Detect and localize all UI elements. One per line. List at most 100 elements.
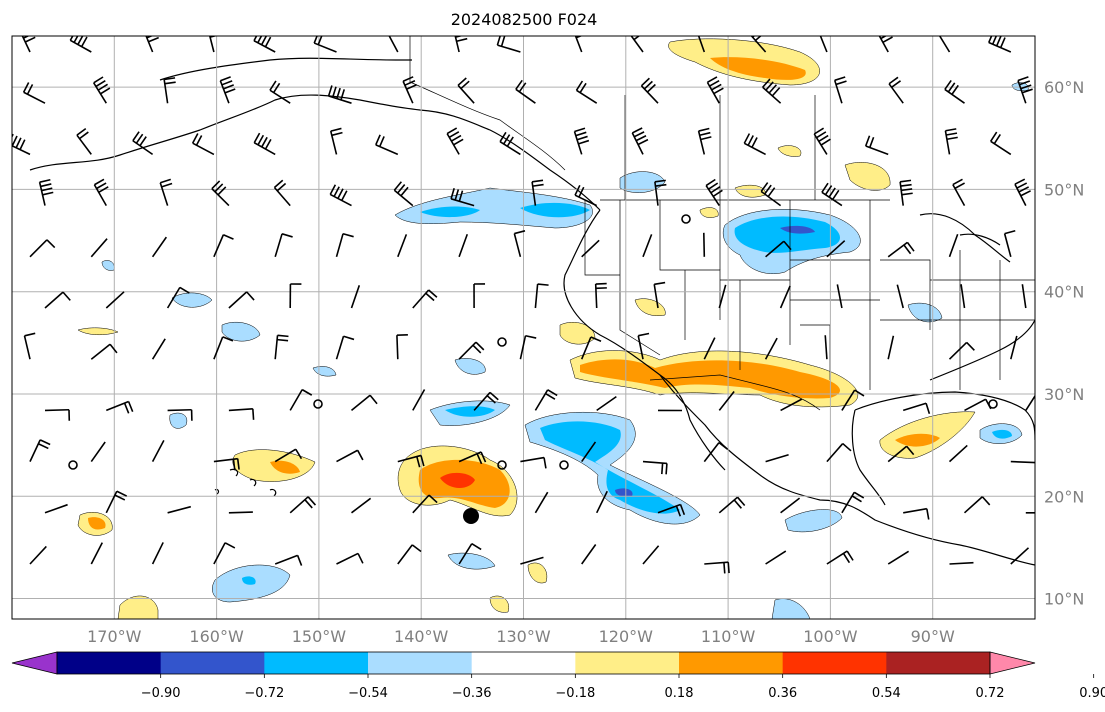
wind-barb: [105, 490, 128, 514]
wind-barb: [762, 78, 782, 104]
negative-anomaly-core: [734, 216, 840, 253]
colorbar-tick-label: 0.54: [872, 686, 901, 701]
negative-anomaly-peak: [615, 488, 633, 497]
wind-barb: [780, 398, 803, 412]
wind-barb: [132, 131, 154, 156]
wind-barb: [274, 334, 289, 360]
wind-barb: [274, 554, 303, 566]
lon-tick-label: 150°W: [292, 627, 347, 646]
wind-barb: [289, 496, 317, 514]
wind-barb: [718, 496, 746, 514]
wind-barb: [887, 241, 915, 258]
wind-barb: [38, 178, 54, 206]
wind-barb: [335, 335, 355, 360]
wind-barb: [697, 127, 712, 155]
wind-barb: [208, 36, 218, 53]
wind-barb: [878, 36, 893, 53]
wind-barb: [581, 239, 600, 258]
wind-barb: [274, 233, 293, 258]
wind-barb: [213, 234, 234, 258]
negative-anomaly-region: [447, 552, 496, 570]
positive-anomaly-peak: [440, 472, 475, 488]
wind-barb: [944, 128, 958, 155]
lon-tick-label: 170°W: [87, 627, 142, 646]
wind-barb: [841, 389, 865, 411]
wind-barb: [887, 445, 915, 463]
positive-anomaly-region: [777, 145, 802, 157]
colorbar-segment: [782, 652, 887, 674]
colorbar-extend-low: [11, 651, 58, 675]
wind-barb: [520, 456, 547, 469]
wind-barb: [44, 291, 71, 309]
negative-anomaly-core: [540, 421, 680, 514]
wind-barb: [653, 281, 666, 309]
wind-barb: [888, 76, 904, 104]
wind-barb: [575, 80, 598, 104]
positive-anomaly-region: [117, 595, 159, 619]
wind-barb: [29, 439, 51, 462]
wind-barb: [166, 286, 190, 309]
positive-anomaly-core: [895, 433, 940, 447]
wind-barb: [253, 36, 276, 53]
colorbar-tick-label: −0.90: [141, 686, 181, 701]
wind-barb: [167, 505, 192, 514]
wind-barb: [760, 182, 782, 207]
colorbar-segment: [368, 652, 473, 674]
wind-barb: [949, 561, 974, 565]
colorbar-segment: [57, 652, 162, 674]
wind-barb: [163, 77, 176, 104]
wind-barb: [534, 283, 549, 309]
wind-barb: [329, 184, 352, 207]
colorbar-extend-high: [989, 651, 1036, 675]
colorbar-outline: [56, 651, 991, 675]
wind-barb: [990, 131, 1012, 156]
wind-barb: [902, 402, 931, 415]
positive-anomaly-core: [270, 460, 300, 474]
negative-anomaly-region: [784, 509, 843, 533]
wind-barb: [887, 550, 910, 565]
wind-barb: [90, 343, 118, 360]
wind-barb: [350, 285, 361, 309]
wind-barb: [29, 545, 47, 565]
wind-barb: [12, 133, 31, 156]
wind-barb: [836, 284, 843, 309]
wind-barb: [397, 454, 425, 468]
wind-barb: [534, 491, 549, 514]
colorbar-tick-label: 0.36: [768, 686, 797, 701]
calm-wind-markers: [68, 214, 998, 470]
wind-barb: [938, 36, 951, 53]
wind-barb: [289, 388, 313, 411]
wind-barb: [944, 79, 965, 104]
wind-barb: [397, 234, 408, 258]
lon-tick-label: 160°W: [189, 627, 244, 646]
wind-barb: [90, 542, 104, 565]
wind-barb: [273, 179, 291, 207]
negative-anomaly-core: [445, 406, 495, 417]
wind-barb: [145, 36, 159, 53]
colorbar-tick-label: 0.72: [976, 686, 1005, 701]
wind-barb: [211, 180, 230, 207]
wind-barb: [697, 36, 706, 53]
wind-barb: [93, 178, 109, 206]
coastlines: [29, 57, 1035, 566]
wind-barb: [90, 238, 108, 258]
colorbar-segment: [886, 652, 991, 674]
graticule: [12, 36, 1035, 619]
wind-barb: [393, 181, 414, 207]
longitude-labels: 170°W 160°W 150°W 140°W 130°W 120°W 110°W 100°W…: [87, 627, 955, 646]
negative-anomaly-region: [394, 187, 593, 229]
wind-barb: [191, 133, 215, 156]
negative-anomaly-peak: [780, 225, 815, 234]
wind-barb: [637, 332, 650, 360]
wind-barb: [1003, 230, 1016, 258]
wind-barbs: [12, 36, 1035, 574]
wind-barb: [1025, 394, 1035, 411]
wind-barb: [596, 395, 617, 412]
wind-barb: [269, 80, 291, 104]
plot-frame: [11, 35, 1036, 620]
wind-barb: [819, 36, 828, 53]
negative-anomaly-region: [619, 171, 666, 193]
lon-tick-label: 120°W: [599, 627, 654, 646]
negative-anomaly-region: [221, 321, 261, 342]
